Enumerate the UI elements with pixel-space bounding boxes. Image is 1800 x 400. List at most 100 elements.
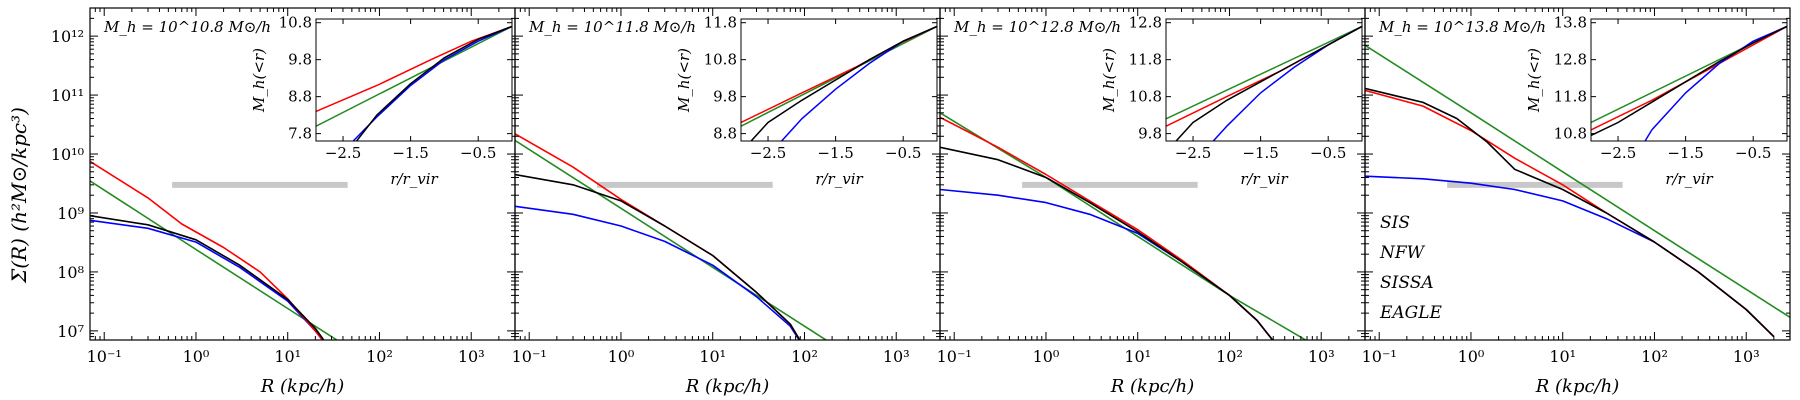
x-tick-label: 10¹ <box>274 347 301 366</box>
series-line-sissa <box>940 116 1274 340</box>
x-tick-label: 10³ <box>458 347 485 366</box>
inset-x-tick-label: −1.5 <box>392 144 428 162</box>
legend: SIS NFW SISSA EAGLE <box>1379 213 1443 323</box>
inset-y-tick-label: 13.8 <box>1554 14 1587 32</box>
inset-y-tick-label: 10.8 <box>279 14 312 32</box>
panel-title: M_h = 10^13.8 M⊙/h <box>1378 18 1546 36</box>
inset-y-label: M_h(<r) <box>250 48 268 113</box>
inset-line-sis <box>316 25 512 127</box>
inset-x-tick-label: −1.5 <box>1242 144 1278 162</box>
inset-line-sis <box>741 25 937 127</box>
x-tick-label: 10² <box>1216 347 1243 366</box>
series-line-eagle <box>515 173 801 340</box>
inset-y-label: M_h(<r) <box>675 48 693 113</box>
panels-group: 10⁻¹ 10⁰ 10¹ 10² 10³ 10⁷ 10⁸ 10⁹ 10¹⁰ 10¹¹ 10¹² R (… <box>51 7 1791 397</box>
inset-y-tick-label: 11.8 <box>1554 88 1587 106</box>
inset: −2.5 −1.5 −0.5 7.8 8.8 9.8 10.8 r/r_vir M_h(<r) <box>250 14 513 188</box>
y-tick-label: 10¹¹ <box>51 86 84 105</box>
inset-x-tick-label: −0.5 <box>1310 144 1346 162</box>
legend-entry-sissa: SISSA <box>1380 273 1434 293</box>
legend-entry-sis: SIS <box>1380 213 1410 233</box>
x-tick-label: 10² <box>366 347 393 366</box>
panel-title: M_h = 10^11.8 M⊙/h <box>528 18 696 36</box>
x-tick-label: 10³ <box>1308 347 1335 366</box>
inset-x-label: r/r_vir <box>1240 170 1288 188</box>
inset-y-tick-label: 11.8 <box>704 14 737 32</box>
series-line-nfw <box>90 219 324 340</box>
y-tick-label: 10⁷ <box>57 322 84 341</box>
x-tick-label: 10¹ <box>699 347 726 366</box>
series-line-sissa <box>515 133 801 340</box>
y-tick-label: 10¹² <box>51 27 84 46</box>
y-axis-label: Σ(R) (h²M⊙/kpc³) <box>7 107 31 284</box>
x-tick-label: 10⁰ <box>608 347 635 366</box>
inset-x-tick-label: −2.5 <box>750 144 786 162</box>
series-line-sis <box>1365 44 1790 318</box>
inset-y-tick-label: 9.8 <box>288 51 312 69</box>
inset-x-tick-label: −0.5 <box>1735 144 1771 162</box>
panel-1: 10⁻¹ 10⁰ 10¹ 10² 10³ 10⁷ 10⁸ 10⁹ 10¹⁰ 10¹¹ 10¹² R (… <box>51 7 516 397</box>
x-tick-label: 10² <box>1641 347 1668 366</box>
inset-frame <box>1165 18 1363 142</box>
inset-frame <box>1590 18 1788 142</box>
inset-y-tick-label: 9.8 <box>1138 125 1162 143</box>
inset-y-tick-label: 7.8 <box>288 125 312 143</box>
panel-4: 10⁻¹ 10⁰ 10¹ 10² 10³ R (kpc/h) M_h = 10^13.8 M… <box>1362 7 1791 397</box>
inset-frame <box>315 18 513 142</box>
series-line-eagle <box>940 146 1274 340</box>
x-axis-label: R (kpc/h) <box>260 376 345 397</box>
series-line-sis <box>940 112 1308 340</box>
x-tick-label: 10¹ <box>1549 347 1576 366</box>
inset-y-tick-label: 8.8 <box>713 125 737 143</box>
panel-title: M_h = 10^10.8 M⊙/h <box>103 18 271 36</box>
y-tick-label: 10¹⁰ <box>51 145 84 164</box>
inset-x-label: r/r_vir <box>1665 170 1713 188</box>
inset-y-tick-label: 10.8 <box>1129 88 1162 106</box>
inset-background <box>741 19 937 141</box>
inset-line-sissa <box>1591 25 1787 131</box>
inset-y-label: M_h(<r) <box>1100 48 1118 113</box>
series-line-sissa <box>90 160 324 340</box>
panel-3: 10⁻¹ 10⁰ 10¹ 10² 10³ R (kpc/h) M_h = 10^12.8 M… <box>937 7 1366 397</box>
inset-frame <box>740 18 938 142</box>
inset-x-tick-label: −2.5 <box>1175 144 1211 162</box>
x-tick-label: 10¹ <box>1124 347 1151 366</box>
inset-series-group <box>741 25 937 141</box>
x-tick-label: 10⁻¹ <box>937 347 972 366</box>
series-line-sis <box>515 139 828 340</box>
inset: −2.5 −1.5 −0.5 10.8 11.8 12.8 13.8 r/r_vir M_h(<… <box>1525 14 1788 188</box>
inset-x-tick-label: −2.5 <box>1600 144 1636 162</box>
inset-line-sis <box>1166 25 1362 120</box>
inset-x-tick-label: −1.5 <box>817 144 853 162</box>
x-tick-label: 10⁰ <box>183 347 210 366</box>
legend-entry-eagle: EAGLE <box>1379 303 1443 323</box>
inset-series-group <box>1591 25 1787 141</box>
inset-y-tick-label: 12.8 <box>1554 51 1587 69</box>
inset-line-eagle <box>1175 25 1362 141</box>
x-tick-label: 10⁻¹ <box>1362 347 1397 366</box>
inset-y-tick-label: 10.8 <box>704 51 737 69</box>
x-axis-label: R (kpc/h) <box>1110 376 1195 397</box>
inset-y-tick-label: 8.8 <box>288 88 312 106</box>
x-tick-label: 10⁻¹ <box>512 347 547 366</box>
inset-x-label: r/r_vir <box>815 170 863 188</box>
inset-line-eagle <box>750 25 937 141</box>
series-line-eagle <box>90 214 325 340</box>
panel-title: M_h = 10^12.8 M⊙/h <box>953 18 1121 36</box>
inset-y-tick-label: 9.8 <box>713 88 737 106</box>
x-tick-label: 10⁰ <box>1033 347 1060 366</box>
inset-y-label: M_h(<r) <box>1525 48 1543 113</box>
inset-series-group <box>316 25 512 141</box>
inset-x-label: r/r_vir <box>390 170 438 188</box>
series-group <box>90 160 339 340</box>
inset: −2.5 −1.5 −0.5 9.8 10.8 11.8 12.8 r/r_vir M_h(<r… <box>1100 14 1363 188</box>
series-group <box>1365 44 1790 338</box>
inset-y-tick-label: 10.8 <box>1554 125 1587 143</box>
series-group <box>940 112 1308 340</box>
panel-2: 10⁻¹ 10⁰ 10¹ 10² 10³ R (kpc/h) M_h = 10^11.8 M… <box>512 7 941 397</box>
x-tick-label: 10⁻¹ <box>87 347 122 366</box>
x-tick-label: 10² <box>791 347 818 366</box>
y-tick-label: 10⁸ <box>57 263 84 282</box>
inset-y-tick-label: 11.8 <box>1129 51 1162 69</box>
